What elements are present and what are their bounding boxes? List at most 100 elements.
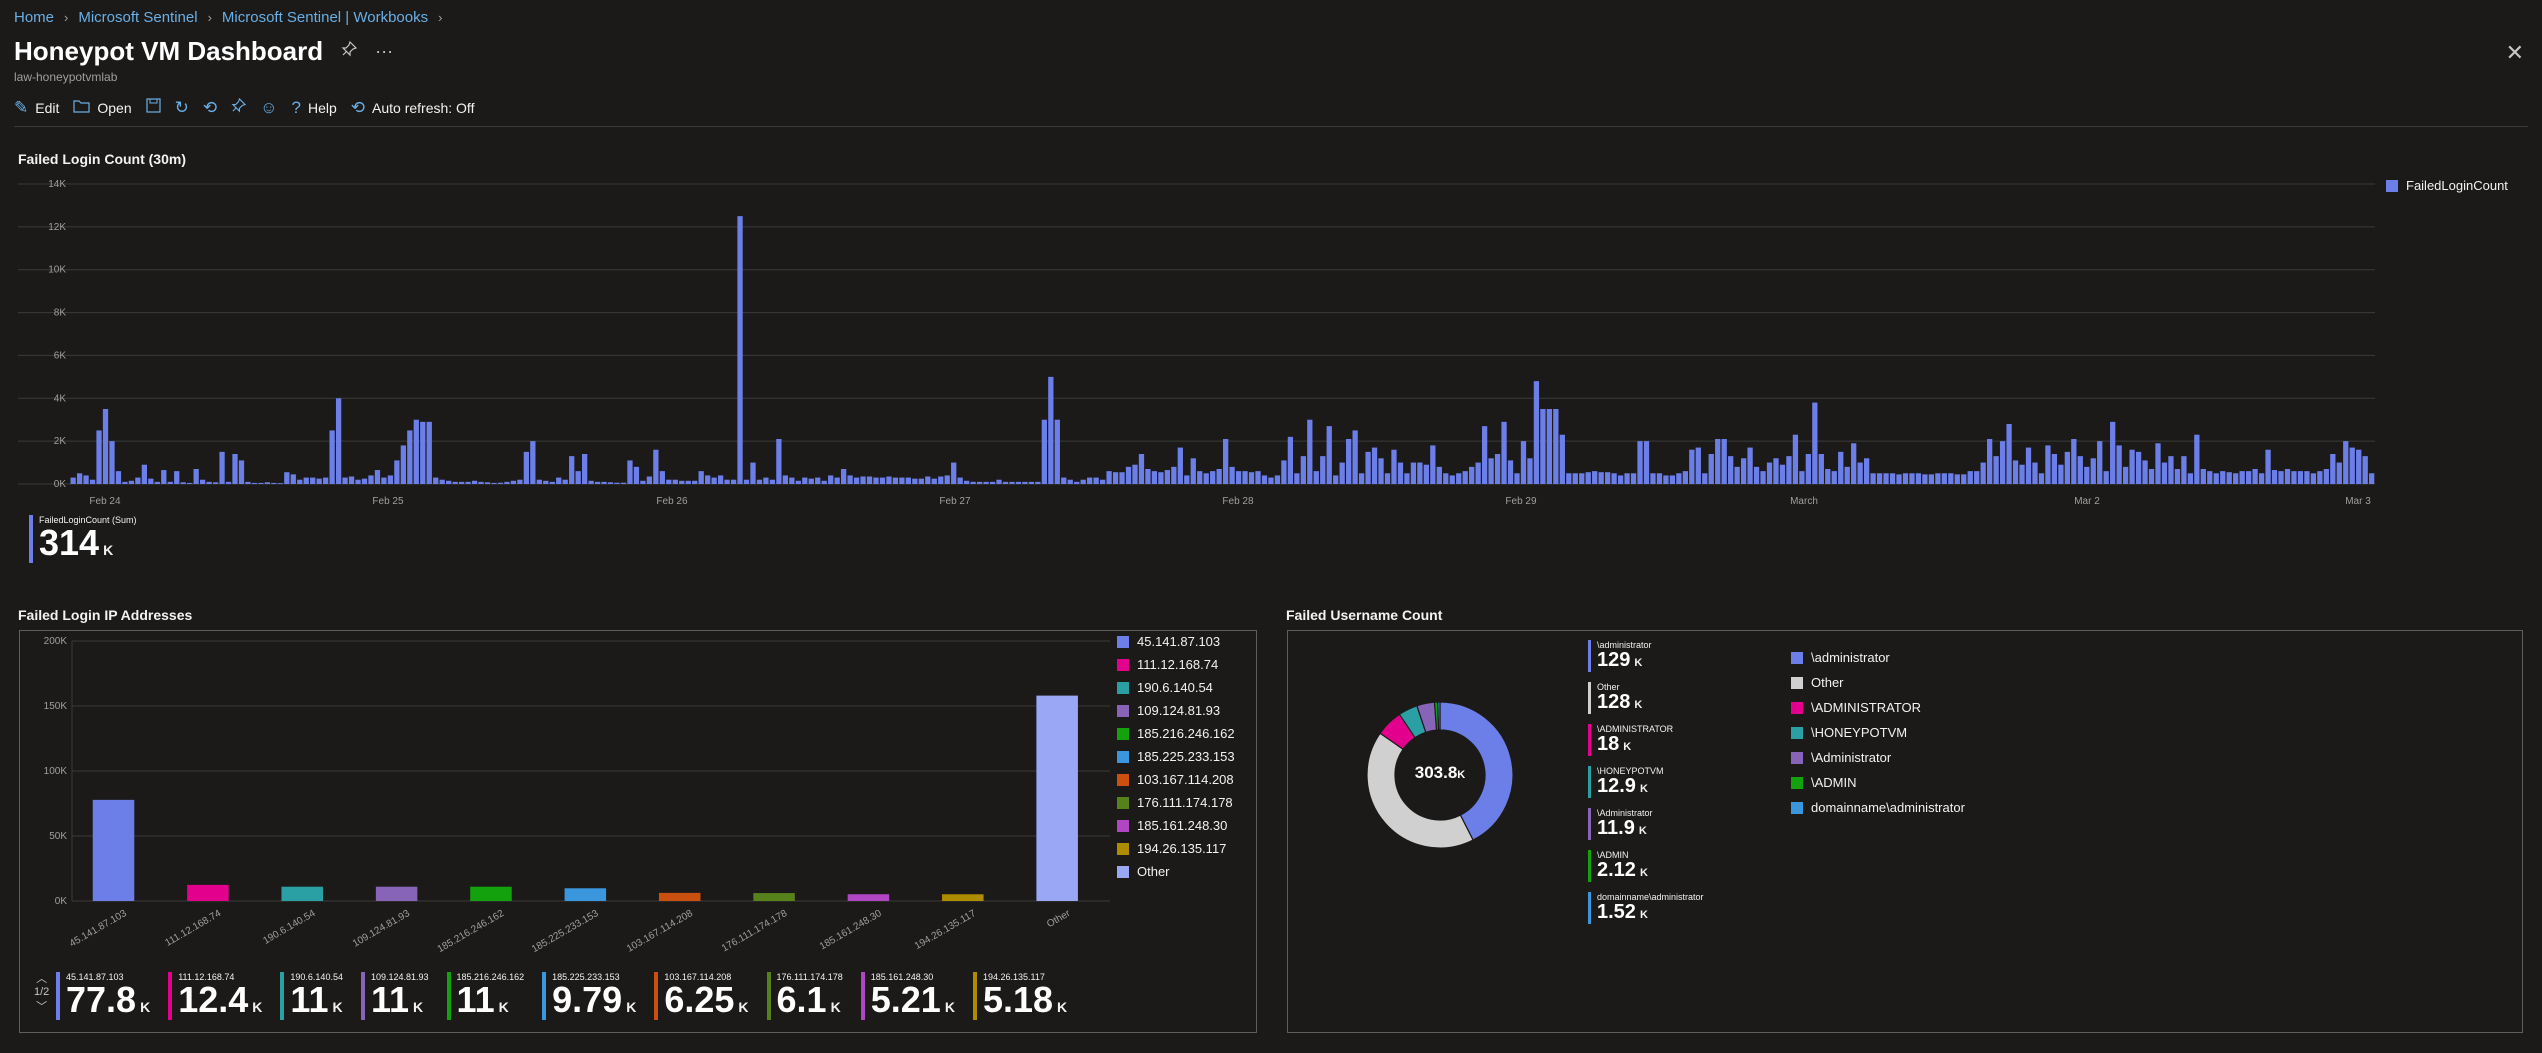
ip-tiles-pager: ︿ 1/2 ﹀ — [34, 970, 49, 1014]
timeline-bar — [2258, 473, 2265, 484]
timeline-bar — [1948, 473, 1954, 484]
y-tick-label: 14K — [48, 179, 66, 190]
username-legend-item[interactable]: \administrator — [1791, 650, 1965, 665]
tile-content: 45.141.87.103 77.8 K — [66, 972, 150, 1020]
help-button[interactable]: ? Help — [291, 98, 336, 118]
timeline-bar — [2362, 456, 2368, 484]
timeline-bar — [1488, 458, 1494, 484]
legend-label: \HONEYPOTVM — [1811, 725, 1908, 740]
tile-label: 45.141.87.103 — [66, 972, 124, 982]
ip-legend-item[interactable]: 194.26.135.117 — [1117, 841, 1235, 856]
ip-legend-item[interactable]: 176.111.174.178 — [1117, 795, 1235, 810]
refresh-button[interactable]: ↻ — [175, 98, 189, 118]
timeline-bar — [1844, 466, 1850, 484]
ip-legend-item[interactable]: 185.216.246.162 — [1117, 726, 1235, 741]
tile-value: 129 — [1597, 649, 1631, 671]
ip-legend-item[interactable]: Other — [1117, 864, 1235, 879]
username-legend-item[interactable]: \ADMINISTRATOR — [1791, 700, 1965, 715]
tile-color-bar — [1588, 682, 1591, 714]
timeline-bar — [1689, 449, 1695, 484]
legend-label: Other — [1137, 864, 1170, 879]
save-button[interactable] — [146, 98, 161, 118]
timeline-bar — [2038, 473, 2045, 484]
failed-username-legend: \administrator Other \ADMINISTRATOR \HONEYP… — [1791, 650, 1965, 815]
timeline-bar — [2226, 472, 2232, 484]
username-legend-item[interactable]: \HONEYPOTVM — [1791, 725, 1965, 740]
username-legend-item[interactable]: Other — [1791, 675, 1965, 690]
timeline-bar — [1138, 454, 1145, 484]
timeline-bar — [76, 473, 83, 484]
tile-content: 190.6.140.54 11 K — [290, 972, 343, 1020]
timeline-bar — [2284, 469, 2291, 484]
ip-legend-item[interactable]: 103.167.114.208 — [1117, 772, 1235, 787]
ip-bar — [847, 894, 890, 901]
timeline-bar — [1533, 381, 1540, 484]
ip-legend-item[interactable]: 109.124.81.93 — [1117, 703, 1235, 718]
close-icon[interactable]: ✕ — [2505, 40, 2524, 65]
share-button[interactable]: ⟲ — [203, 98, 217, 118]
failed-ip-legend: 45.141.87.103 111.12.168.74 190.6.140.54 10… — [1117, 634, 1235, 879]
timeline-bar — [1993, 456, 1999, 484]
y-tick-label: 200K — [44, 636, 68, 647]
tile-value-row: 77.8 K — [66, 982, 150, 1018]
failed-login-legend[interactable]: FailedLoginCount — [2386, 178, 2508, 193]
timeline-bar — [1915, 473, 1922, 484]
page-title: Honeypot VM Dashboard — [14, 36, 324, 66]
ip-legend-item[interactable]: 111.12.168.74 — [1117, 657, 1235, 672]
breadcrumb-sentinel[interactable]: Microsoft Sentinel — [78, 9, 198, 26]
timeline-bar — [866, 476, 873, 484]
timeline-bar — [2174, 469, 2181, 484]
username-legend-item[interactable]: domainname\administrator — [1791, 800, 1965, 815]
username-legend-item[interactable]: \ADMIN — [1791, 775, 1965, 790]
auto-refresh-button[interactable]: ⟲ Auto refresh: Off — [351, 98, 475, 118]
timeline-bar — [128, 480, 135, 484]
breadcrumb-workbooks[interactable]: Microsoft Sentinel | Workbooks — [221, 9, 429, 26]
timeline-bar — [1734, 466, 1740, 484]
timeline-bar — [1106, 471, 1112, 484]
ip-bar — [375, 886, 418, 901]
timeline-bar — [1941, 473, 1947, 484]
chevron-up-icon[interactable]: ︿ — [36, 973, 48, 985]
more-options-icon[interactable]: ··· — [375, 41, 394, 61]
edit-button[interactable]: ✎ Edit — [14, 98, 59, 118]
tile-content: 194.26.135.117 5.18 K — [983, 972, 1067, 1020]
timeline-bar — [860, 476, 866, 484]
ip-legend-item[interactable]: 45.141.87.103 — [1117, 634, 1235, 649]
timeline-bar — [2323, 469, 2329, 484]
ip-legend-item[interactable]: 185.161.248.30 — [1117, 818, 1235, 833]
timeline-bar — [1009, 481, 1015, 484]
open-button[interactable]: Open — [73, 98, 132, 118]
timeline-bar — [316, 478, 322, 484]
tile-content: \administrator 129 K — [1597, 640, 1652, 672]
timeline-bar — [1863, 458, 1870, 484]
tile-label: 185.225.233.153 — [552, 972, 620, 982]
timeline-bar — [284, 472, 290, 484]
x-tick-label: Feb 26 — [656, 496, 688, 507]
timeline-bar — [1876, 473, 1883, 484]
timeline-bar — [1099, 479, 1106, 484]
timeline-bar — [122, 481, 128, 484]
pin-icon[interactable] — [341, 40, 358, 62]
username-legend-item[interactable]: \Administrator — [1791, 750, 1965, 765]
ip-legend-item[interactable]: 190.6.140.54 — [1117, 680, 1235, 695]
timeline-bar — [1443, 473, 1449, 484]
timeline-bar — [1061, 477, 1067, 484]
chevron-down-icon[interactable]: ﹀ — [36, 1001, 48, 1013]
timeline-bar — [562, 479, 568, 484]
legend-swatch — [1117, 750, 1129, 763]
pin-button[interactable] — [231, 97, 247, 118]
tile-color-bar — [56, 972, 60, 1020]
timeline-bar — [640, 480, 646, 484]
breadcrumb-home[interactable]: Home — [14, 9, 55, 26]
ip-legend-item[interactable]: 185.225.233.153 — [1117, 749, 1235, 764]
timeline-bar — [1494, 454, 1501, 484]
timeline-bar — [802, 477, 808, 484]
tile-value-row: 6.25 K — [664, 982, 748, 1018]
timeline-bar — [549, 481, 555, 484]
timeline-bar — [478, 481, 484, 484]
tile-color-bar — [972, 972, 977, 1020]
feedback-button[interactable]: ☺ — [260, 98, 277, 118]
timeline-bar — [951, 462, 957, 484]
timeline-bar — [2356, 449, 2362, 484]
y-tick-label: 50K — [49, 831, 67, 842]
